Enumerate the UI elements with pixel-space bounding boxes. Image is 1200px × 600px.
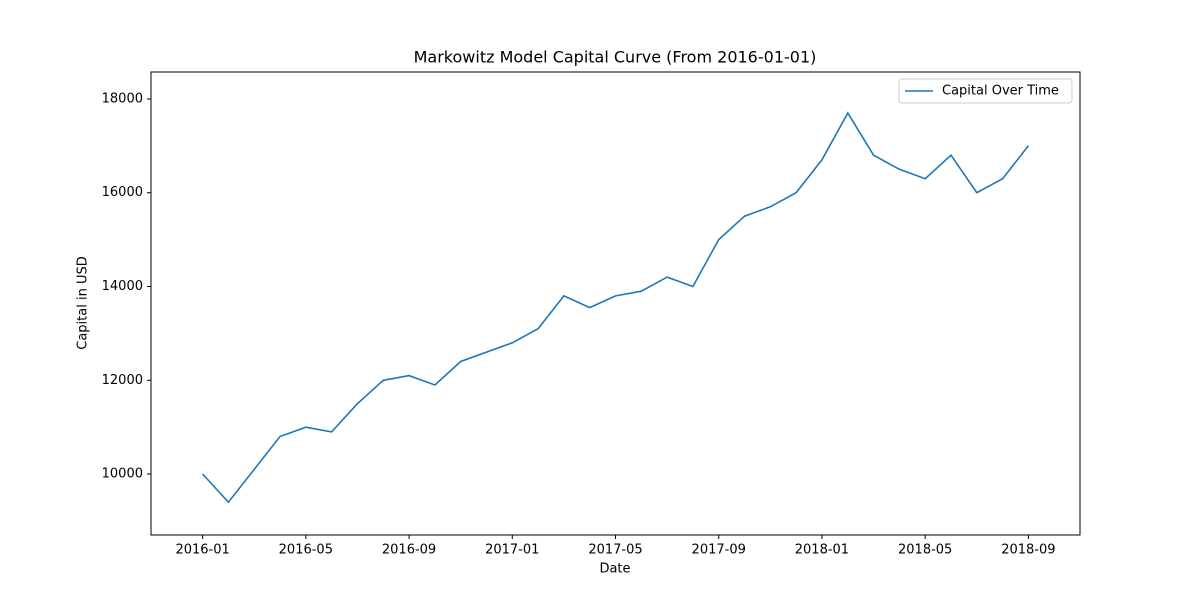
y-axis-label: Capital in USD	[76, 256, 91, 349]
x-tick-label: 2018-01	[795, 543, 849, 558]
y-tick-label: 16000	[102, 185, 143, 200]
y-tick-label: 10000	[102, 467, 143, 482]
y-tick-label: 18000	[102, 91, 143, 106]
chart-title: Markowitz Model Capital Curve (From 2016…	[414, 48, 817, 67]
x-tick-label: 2016-09	[382, 543, 436, 558]
legend-box	[898, 78, 1073, 104]
x-tick-label: 2017-09	[692, 543, 746, 558]
x-axis-label: Date	[599, 562, 630, 577]
x-tick-label: 2018-09	[1001, 543, 1055, 558]
x-tick-label: 2016-05	[279, 543, 333, 558]
data-line	[202, 111, 1030, 504]
plot-frame	[150, 71, 1081, 536]
x-tick-label: 2017-05	[588, 543, 642, 558]
x-tick-label: 2018-05	[898, 543, 952, 558]
y-tick-label: 14000	[102, 279, 143, 294]
y-tick-label: 12000	[102, 373, 143, 388]
x-tick-label: 2016-01	[175, 543, 229, 558]
legend-label: Capital Over Time	[942, 84, 1059, 99]
x-tick-label: 2017-01	[485, 543, 539, 558]
